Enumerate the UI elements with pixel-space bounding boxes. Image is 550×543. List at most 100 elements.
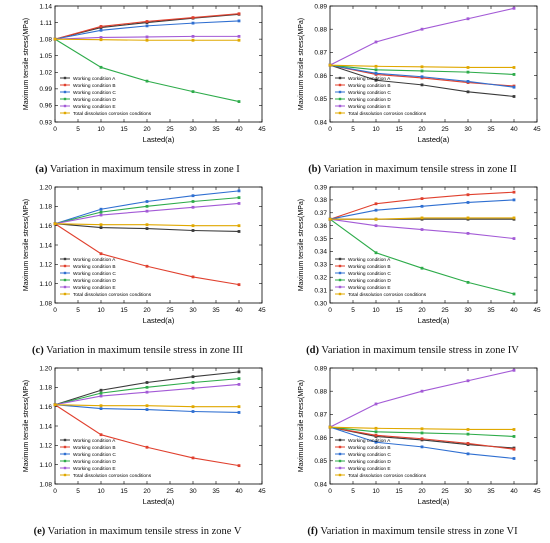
legend-label-C: Working condition C (73, 452, 116, 458)
legend-label-D: Working condition D (73, 278, 116, 284)
legend-marker-A (63, 438, 67, 442)
legend-marker-C (63, 90, 67, 94)
x-tick-label: 10 (97, 126, 105, 133)
y-tick-label: 0.87 (314, 412, 327, 419)
y-tick-label: 1.08 (39, 481, 52, 488)
x-tick-label: 30 (464, 307, 472, 314)
legend-label-A: Working condition A (348, 438, 391, 444)
data-point-B (512, 190, 516, 194)
y-tick-label: 1.08 (39, 36, 52, 43)
legend-label-E: Working condition E (73, 466, 116, 472)
data-point-D (145, 385, 149, 389)
chart-panel: 0 5 10 15 20 25 30 35 40 45 0.93 0.96 0.99 1.02 1.05 1.… (0, 0, 275, 181)
y-tick-label: 1.08 (39, 300, 52, 307)
data-point-D (420, 266, 424, 270)
x-tick-label: 30 (464, 126, 472, 133)
x-tick-label: 30 (464, 488, 472, 495)
data-point-B (191, 16, 195, 19)
y-tick-label: 1.11 (40, 20, 53, 27)
data-point-B (374, 433, 378, 437)
legend-marker-C (63, 271, 67, 275)
x-tick-label: 45 (533, 307, 541, 314)
data-point-D (466, 432, 470, 436)
legend-marker-C (338, 90, 342, 94)
data-point-T (99, 404, 103, 408)
data-point-T (374, 426, 378, 430)
y-tick-label: 1.18 (39, 385, 52, 392)
x-tick-label: 5 (76, 307, 80, 314)
chart-panel: 0 5 10 15 20 25 30 35 40 45 0.84 0.85 0.86 0.87 0.88 0.… (275, 0, 550, 181)
data-point-C (191, 194, 195, 198)
x-axis-label: Lasted(a) (143, 316, 175, 325)
data-point-C (191, 410, 195, 413)
data-point-D (99, 210, 103, 214)
x-axis-label: Lasted(a) (143, 135, 175, 144)
x-tick-label: 10 (97, 488, 105, 495)
data-point-D (512, 292, 516, 296)
y-tick-label: 0.34 (314, 249, 327, 256)
legend-label-D: Working condition D (348, 459, 391, 465)
legend-marker-C (338, 452, 342, 456)
y-tick-label: 1.20 (39, 365, 52, 372)
legend-label-E: Working condition E (348, 104, 391, 110)
data-point-E (374, 40, 378, 44)
chart-caption: (b) Variation in maximum tensile stress … (275, 164, 550, 175)
data-point-D (512, 435, 516, 438)
data-point-T (512, 216, 516, 220)
data-point-A (99, 226, 103, 229)
x-tick-label: 45 (258, 126, 266, 133)
data-point-C (374, 440, 378, 444)
x-tick-label: 30 (189, 126, 197, 133)
data-point-D (466, 70, 470, 74)
y-tick-label: 1.20 (39, 184, 52, 191)
legend-label-B: Working condition B (348, 264, 391, 270)
data-point-E (99, 36, 103, 39)
chart-panel: 0 5 10 15 20 25 30 35 40 45 1.08 1.10 1.12 1.14 1.16 1.… (0, 181, 275, 362)
data-point-A (374, 78, 378, 82)
data-point-C (466, 201, 470, 204)
caption-letter: (a) (35, 164, 48, 175)
legend-marker-T (338, 111, 342, 115)
data-point-D (237, 377, 241, 381)
data-point-C (237, 19, 241, 23)
legend-marker-E (63, 285, 67, 289)
data-point-E (145, 35, 149, 39)
data-point-T (191, 224, 195, 228)
data-point-T (466, 428, 470, 431)
data-point-C (374, 71, 378, 75)
data-point-E (466, 17, 470, 21)
data-point-E (237, 383, 241, 386)
y-tick-label: 1.14 (39, 423, 52, 430)
legend-marker-B (63, 83, 67, 87)
data-point-B (237, 12, 241, 16)
legend-label-A: Working condition A (348, 76, 391, 82)
data-point-B (191, 275, 195, 279)
legend-label-B: Working condition B (348, 445, 391, 451)
data-point-B (466, 442, 470, 445)
data-point-T (191, 405, 195, 409)
legend-label-B: Working condition B (73, 83, 116, 89)
x-tick-label: 20 (143, 126, 151, 133)
data-point-D (145, 79, 149, 83)
data-point-E (512, 6, 516, 10)
data-point-D (420, 431, 424, 435)
caption-text: Variation in maximum tensile stress in z… (321, 164, 517, 175)
legend-label-D: Working condition D (348, 97, 391, 103)
legend-label-A: Working condition A (73, 438, 116, 444)
x-axis-label: Lasted(a) (143, 497, 175, 506)
legend-label-T: Total dissolution corrosion conditions (348, 111, 427, 117)
caption-letter: (e) (33, 526, 46, 537)
data-point-E (420, 27, 424, 31)
data-point-A (191, 229, 195, 232)
legend-label-C: Working condition C (348, 271, 391, 277)
data-point-A (191, 375, 195, 379)
data-point-T (145, 223, 149, 227)
data-point-T (53, 222, 57, 226)
chart-caption: (e) Variation in maximum tensile stress … (0, 526, 275, 537)
legend-label-E: Working condition E (73, 104, 116, 110)
data-point-T (328, 425, 332, 429)
chart-svg: 0 5 10 15 20 25 30 35 40 45 1.08 1.10 1.12 1.14 1.16 1.… (23, 184, 266, 325)
data-point-T (99, 38, 103, 42)
x-tick-label: 5 (351, 307, 355, 314)
data-point-C (466, 80, 470, 83)
